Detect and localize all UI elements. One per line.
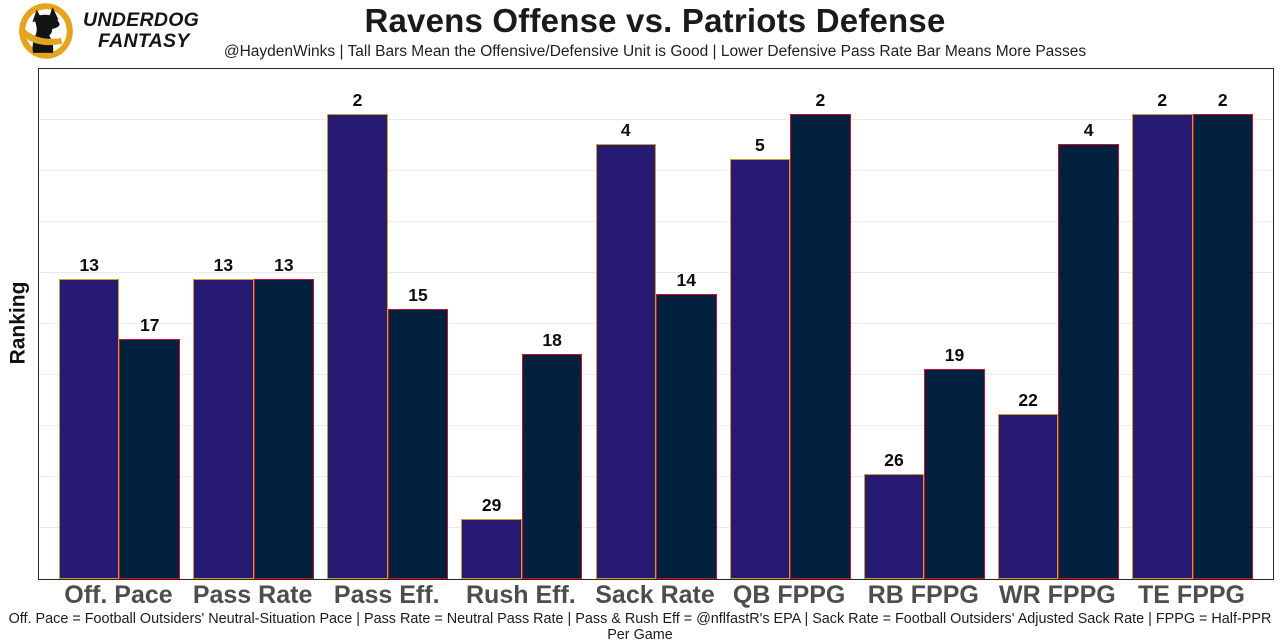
bar-patriots-defense-off-pace	[119, 339, 180, 579]
bar-value-label: 22	[1018, 390, 1038, 410]
brand-name-line2: FANTASY	[98, 30, 190, 52]
bar-ravens-offense-rb-fppg	[863, 474, 925, 579]
x-axis-label-te-fppg: TE FPPG	[1138, 581, 1245, 609]
y-axis-label-wrap: Ranking	[0, 68, 36, 578]
bar-patriots-defense-te-fppg	[1192, 114, 1254, 579]
x-axis-label-pass-eff: Pass Eff.	[333, 581, 440, 609]
bar-patriots-defense-wr-fppg	[1058, 144, 1119, 579]
bar-value-label: 2	[352, 90, 363, 110]
bar-ravens-offense-off-pace	[58, 279, 120, 579]
bar-ravens-offense-qb-fppg	[729, 159, 791, 579]
chart-title: Ravens Offense vs. Patriots Defense	[364, 2, 946, 39]
bar-ravens-offense-rush-eff	[461, 519, 522, 579]
bar-value-label: 19	[944, 345, 965, 365]
brand-name: UNDERDOG FANTASY	[83, 8, 200, 52]
bar-patriots-defense-sack-rate	[656, 294, 717, 579]
gridline	[39, 169, 1273, 171]
chart-subtitle: @HaydenWinks | Tall Bars Mean the Offens…	[223, 43, 1087, 60]
brand-logo: UNDERDOG FANTASY	[18, 3, 199, 59]
bar-value-label: 29	[481, 495, 502, 515]
bar-patriots-defense-qb-fppg	[790, 114, 851, 579]
bar-value-label: 4	[1083, 120, 1094, 140]
bar-value-label: 4	[620, 120, 631, 140]
bar-ravens-offense-pass-eff	[327, 114, 388, 579]
bar-value-label: 26	[884, 450, 904, 470]
bar-value-label: 15	[408, 285, 428, 305]
bar-value-label: 13	[274, 255, 294, 275]
bar-patriots-defense-rb-fppg	[924, 369, 985, 579]
bar-value-label: 5	[755, 135, 765, 155]
chart-header: Ravens Offense vs. Patriots Defense @Hay…	[38, 2, 1272, 61]
x-axis-label-rb-fppg: RB FPPG	[867, 581, 979, 609]
gridline	[39, 118, 1273, 120]
gridline	[39, 271, 1273, 273]
bar-value-label: 2	[815, 90, 826, 110]
bar-ravens-offense-sack-rate	[595, 144, 656, 579]
bar-value-label: 2	[1217, 90, 1228, 110]
footnote: Off. Pace = Football Outsiders' Neutral-…	[8, 611, 1272, 643]
x-axis-label-rush-eff: Rush Eff.	[466, 581, 576, 609]
brand-name-line1: UNDERDOG	[83, 8, 200, 31]
x-axis-label-sack-rate: Sack Rate	[595, 581, 715, 609]
bar-patriots-defense-pass-eff	[387, 309, 449, 579]
x-axis-label-off-pace: Off. Pace	[64, 581, 173, 609]
bar-patriots-defense-pass-rate	[253, 279, 315, 579]
underdog-dog-icon	[19, 3, 73, 59]
bar-value-label: 17	[139, 315, 160, 335]
bar-value-label: 13	[79, 255, 99, 275]
bar-value-label: 18	[542, 330, 562, 350]
bar-value-label: 2	[1157, 90, 1168, 110]
bar-value-label: 13	[213, 255, 234, 275]
x-axis-label-pass-rate: Pass Rate	[192, 581, 313, 609]
bar-patriots-defense-rush-eff	[521, 354, 583, 579]
bar-ravens-offense-wr-fppg	[997, 414, 1059, 579]
bar-ravens-offense-te-fppg	[1132, 114, 1193, 579]
x-axis-label-qb-fppg: QB FPPG	[732, 581, 846, 609]
bar-ravens-offense-pass-rate	[193, 279, 254, 579]
x-axis-label-wr-fppg: WR FPPG	[999, 581, 1116, 609]
y-axis-label: Ranking	[6, 281, 29, 365]
plot-area: 13 17 13 13 2 15 29 18 4 14 5 2 26 19 22 4 2 2	[38, 68, 1274, 580]
bar-value-label: 14	[676, 270, 696, 290]
gridline	[39, 220, 1273, 222]
